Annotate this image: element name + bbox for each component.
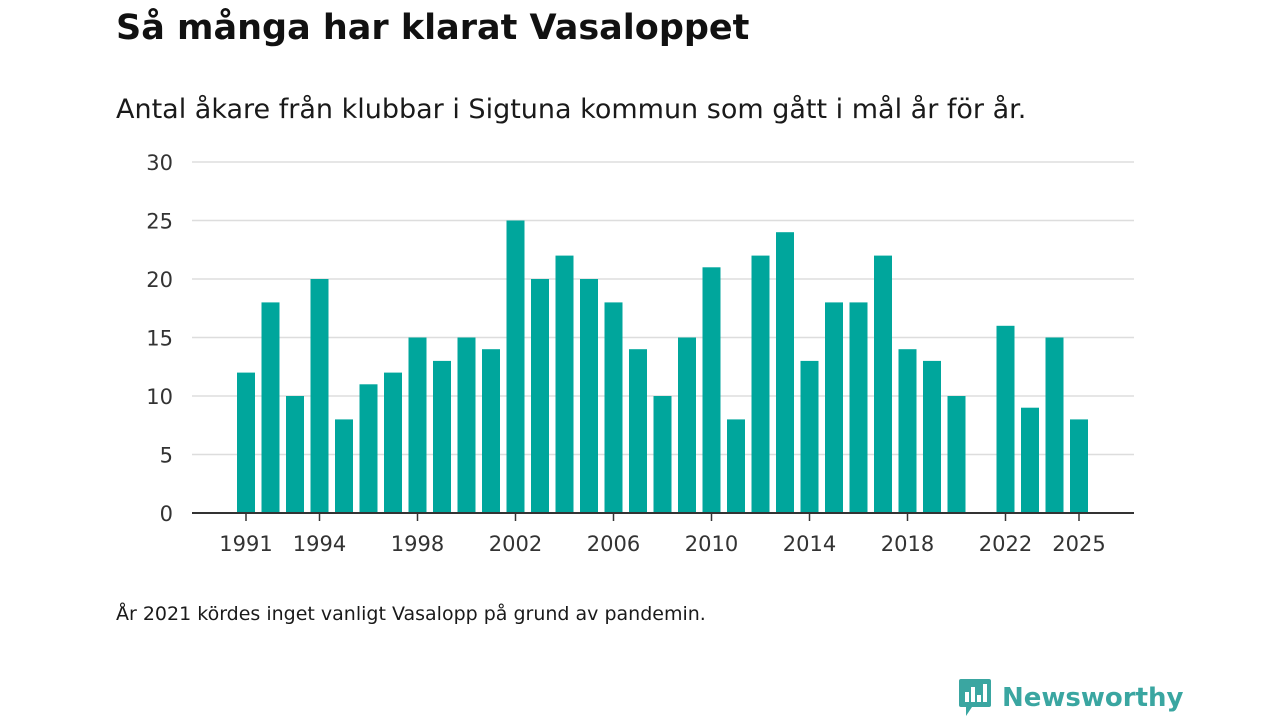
bar-2014 (800, 360, 819, 513)
bar-2006 (604, 302, 623, 513)
y-tick-label: 5 (160, 444, 173, 468)
bars (237, 220, 1088, 513)
x-axis: 1991 1994 1998 2002 2006 2010 2014 2018 2022 2025 (192, 512, 1134, 556)
footnote: År 2021 kördes inget vanligt Vasalopp på… (116, 603, 706, 625)
y-tick-label: 10 (146, 385, 173, 409)
bar-2000 (457, 337, 476, 513)
y-tick-label: 15 (146, 327, 173, 351)
brand-logo: Newsworthy (958, 678, 1183, 718)
chart-speech-bubble-icon (959, 679, 991, 716)
bar-1996 (359, 384, 378, 513)
x-tick-label: 1991 (219, 532, 272, 556)
bar-2025 (1070, 419, 1088, 513)
chart-title: Så många har klarat Vasaloppet (116, 8, 750, 48)
bar-2013 (776, 232, 794, 513)
y-tick-label: 20 (146, 268, 173, 292)
bar-2015 (825, 302, 843, 513)
bar-2011 (727, 419, 745, 513)
x-tick-label: 1998 (391, 532, 444, 556)
bar-2004 (555, 255, 574, 513)
bar-2003 (531, 279, 549, 513)
x-tick-label: 2022 (979, 532, 1032, 556)
bar-2016 (849, 302, 868, 513)
bar-2018 (898, 349, 917, 513)
bar-1999 (433, 360, 451, 513)
bar-2010 (702, 267, 721, 513)
bar-2020 (947, 396, 966, 513)
bar-2024 (1045, 337, 1064, 513)
x-tick-label: 2018 (881, 532, 934, 556)
bar-2002 (506, 220, 525, 513)
bar-1992 (261, 302, 280, 513)
bar-2012 (751, 255, 770, 513)
brand-name: Newsworthy (1002, 683, 1184, 713)
y-tick-label: 30 (146, 151, 173, 175)
x-tick-label: 2006 (587, 532, 640, 556)
bar-1993 (286, 396, 304, 513)
bar-1995 (335, 419, 353, 513)
y-tick-label: 25 (146, 210, 173, 234)
y-tick-label: 0 (160, 502, 173, 526)
x-tick-label: 2010 (685, 532, 738, 556)
x-tick-label: 2025 (1052, 532, 1105, 556)
bar-1994 (310, 279, 329, 513)
bar-2009 (678, 337, 696, 513)
bar-2019 (923, 360, 941, 513)
x-tick-label: 2014 (783, 532, 836, 556)
bar-1998 (408, 337, 427, 513)
bar-2005 (580, 279, 598, 513)
bar-2022 (996, 325, 1015, 513)
chart-subtitle: Antal åkare från klubbar i Sigtuna kommu… (116, 94, 1027, 125)
x-tick-label: 2002 (489, 532, 542, 556)
bar-2001 (482, 349, 500, 513)
bar-2017 (874, 255, 892, 513)
bar-1997 (384, 372, 402, 513)
bar-1991 (237, 372, 255, 513)
y-axis-ticks: 0 5 10 15 20 25 30 (146, 151, 173, 526)
x-tick-label: 1994 (293, 532, 346, 556)
bar-2008 (653, 396, 672, 513)
bar-2023 (1021, 407, 1039, 513)
bar-2007 (629, 349, 647, 513)
